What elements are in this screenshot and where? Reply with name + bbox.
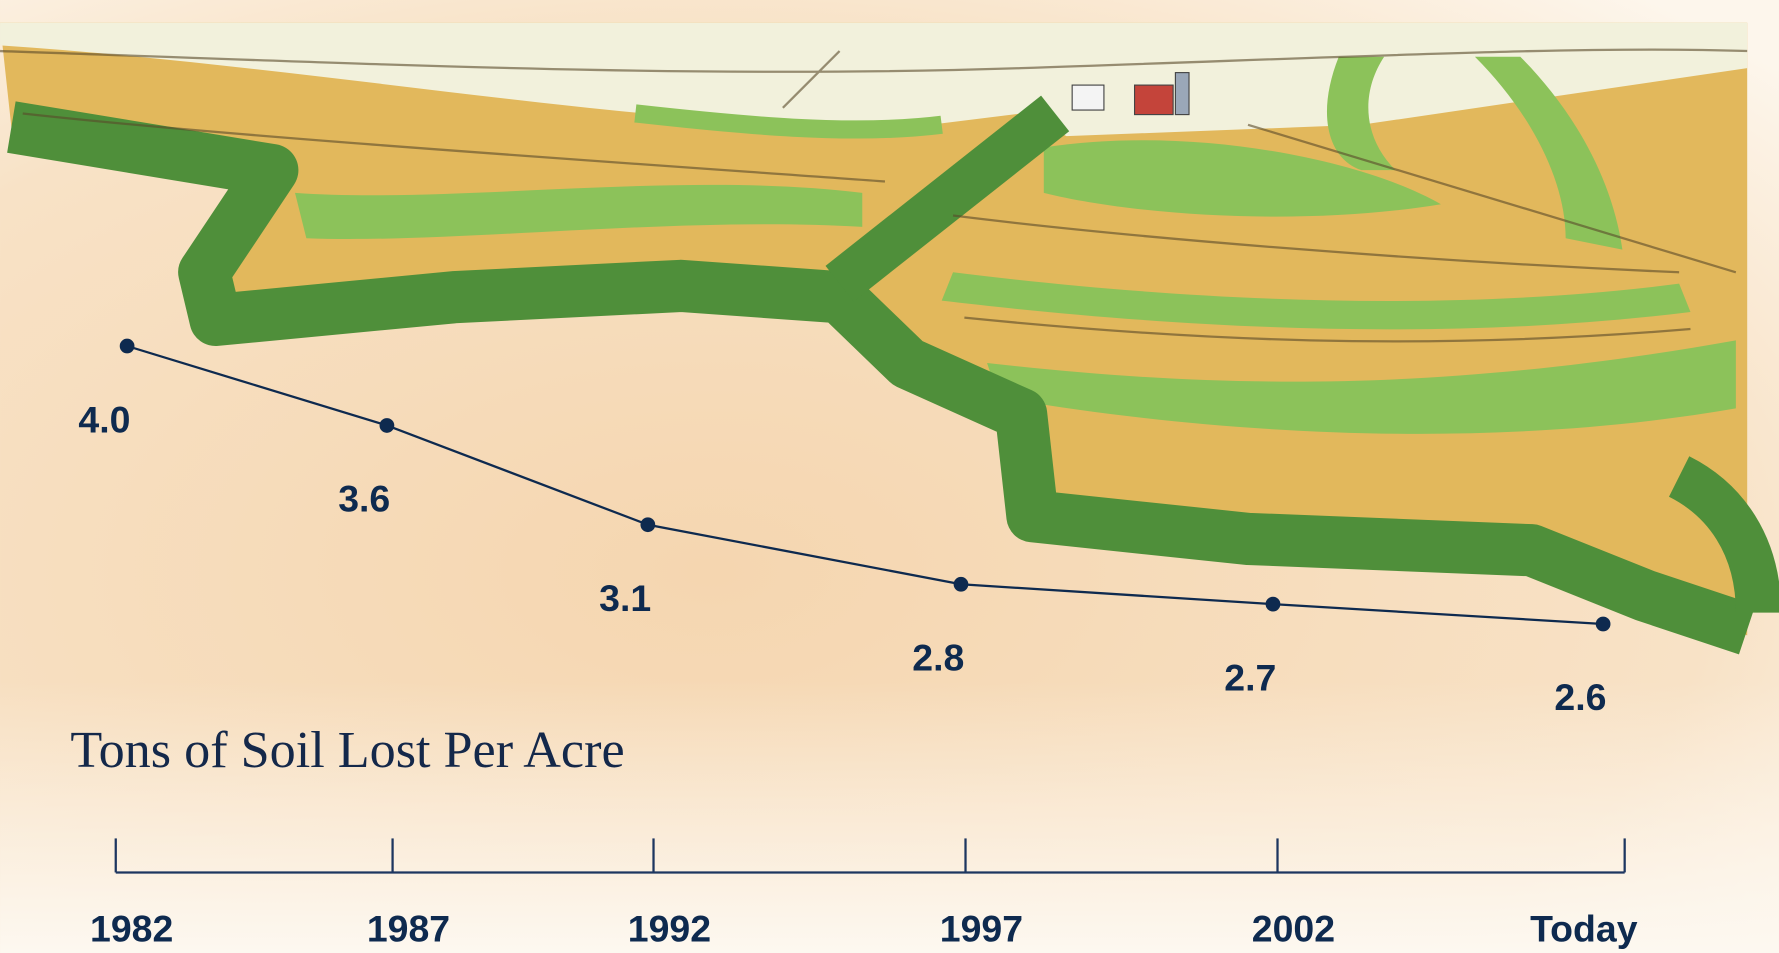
point — [1596, 617, 1611, 632]
point — [1266, 597, 1281, 612]
x-tick-label: 1992 — [628, 908, 711, 950]
point — [954, 577, 969, 592]
value-label: 2.7 — [1224, 656, 1276, 698]
point — [120, 339, 135, 354]
x-tick-label: 1997 — [940, 908, 1023, 950]
point — [380, 418, 395, 433]
x-tick-label: 1987 — [367, 908, 450, 950]
value-label: 4.0 — [78, 398, 130, 440]
illustration — [0, 0, 1779, 953]
point — [640, 517, 655, 532]
value-label: 3.6 — [338, 478, 390, 520]
value-label: 2.8 — [912, 637, 964, 679]
x-tick-label: Today — [1530, 908, 1638, 950]
value-label: 2.6 — [1554, 676, 1606, 718]
value-label: 3.1 — [599, 577, 651, 619]
x-tick-label: 2002 — [1252, 908, 1335, 950]
page: {"chart_data": {"type": "line", "title":… — [0, 0, 1779, 953]
x-tick-label: 1982 — [90, 908, 173, 950]
chart-title: Tons of Soil Lost Per Acre — [70, 722, 624, 779]
chart: Tons of Soil Lost Per Acre 1982 1987 1992 1… — [0, 0, 1779, 953]
